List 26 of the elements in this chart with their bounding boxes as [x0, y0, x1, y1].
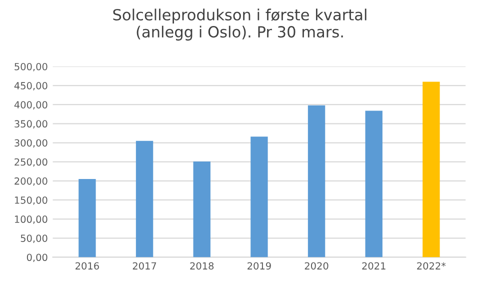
bar: [78, 179, 96, 258]
x-tick-label: 2019: [248, 262, 271, 270]
x-tick-label: 2016: [76, 262, 99, 270]
x-tick-label: 2020: [304, 262, 328, 270]
bar: [136, 140, 154, 258]
bar: [422, 82, 440, 258]
y-tick-label: 200,00: [14, 177, 48, 186]
y-tick-label: 450,00: [14, 82, 48, 90]
x-tick-label: 2017: [132, 262, 156, 270]
bar: [193, 161, 210, 258]
y-tick-label: 150,00: [14, 196, 48, 205]
bar: [365, 110, 382, 258]
bar: [308, 105, 326, 258]
y-tick-label: 500,00: [14, 62, 48, 72]
y-tick-label: 300,00: [14, 139, 48, 148]
chart-title: Solcelleprodukson i første kvartal (anlegg i Oslo). Pr 30 mars.: [113, 8, 366, 41]
y-tick-label: 250,00: [14, 158, 48, 167]
y-tick-label: 100,00: [14, 216, 48, 224]
y-tick-label: 50,00: [20, 234, 48, 243]
y-tick-label: 400,00: [14, 101, 48, 110]
x-tick-label: 2021: [362, 262, 386, 270]
y-tick-label: 350,00: [14, 120, 48, 129]
x-tick-label: 2018: [190, 262, 214, 270]
y-tick-label: 0,00: [26, 254, 48, 262]
bar: [250, 136, 268, 258]
x-tick-label: 2022*: [417, 262, 446, 270]
